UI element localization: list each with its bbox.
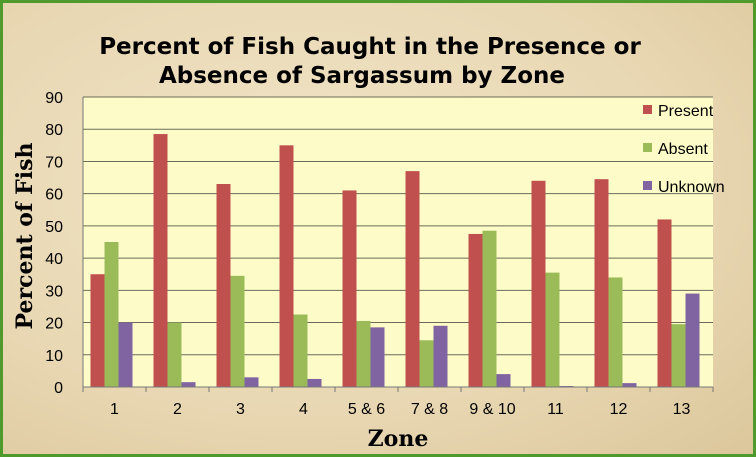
bar-unknown [181, 382, 196, 387]
x-tick-label: 4 [299, 401, 308, 418]
y-tick-label: 70 [45, 154, 63, 171]
bar-present [657, 219, 672, 387]
bar-unknown [307, 378, 322, 387]
bar-present [279, 145, 294, 387]
y-tick-label: 40 [45, 251, 63, 268]
x-tick-label: 1 [110, 401, 119, 418]
bar-unknown [433, 325, 448, 387]
bar-present [531, 180, 546, 387]
x-tick-label: 5 & 6 [348, 401, 385, 418]
y-axis-label: Percent of Fish [12, 143, 38, 330]
y-tick-label: 90 [45, 90, 63, 107]
bar-present [153, 134, 168, 387]
bar-absent [167, 322, 182, 387]
y-tick-label: 30 [45, 283, 63, 300]
bar-present [342, 190, 357, 387]
chart-title-line1: Percent of Fish Caught in the Presence o… [99, 34, 641, 60]
bar-unknown [685, 293, 700, 387]
y-tick-label: 10 [45, 348, 63, 365]
legend-swatch-present [643, 105, 652, 114]
y-tick-label: 20 [45, 316, 63, 333]
legend-swatch-absent [643, 143, 652, 152]
bar-present [594, 179, 609, 387]
bar-absent [230, 275, 245, 387]
bar-absent [545, 272, 560, 387]
bar-absent [608, 277, 623, 387]
y-tick-label: 50 [45, 219, 63, 236]
bar-absent [104, 242, 119, 387]
bar-present [468, 233, 483, 387]
bar-unknown [118, 322, 133, 387]
bar-absent [293, 314, 308, 387]
bar-present [405, 171, 420, 387]
x-tick-label: 2 [173, 401, 182, 418]
legend-label-absent: Absent [658, 141, 708, 158]
chart-title-line2: Absence of Sargassum by Zone [159, 63, 565, 89]
bar-absent [671, 324, 686, 387]
bar-present [90, 274, 105, 387]
bar-unknown [244, 377, 259, 387]
y-tick-label: 80 [45, 122, 63, 139]
bar-absent [419, 340, 434, 387]
x-tick-label: 12 [610, 401, 628, 418]
legend-label-unknown: Unknown [658, 179, 725, 196]
bar-absent [482, 230, 497, 387]
x-tick-label: 13 [673, 401, 691, 418]
bar-present [216, 184, 231, 387]
x-tick-label: 7 & 8 [411, 401, 448, 418]
x-axis-label: Zone [368, 426, 429, 452]
bar-unknown [496, 374, 511, 387]
x-tick-label: 3 [236, 401, 245, 418]
bar-unknown [370, 327, 385, 387]
x-tick-label: 9 & 10 [469, 401, 515, 418]
legend-swatch-unknown [643, 181, 652, 190]
y-tick-label: 60 [45, 187, 63, 204]
legend-label-present: Present [658, 103, 714, 120]
x-tick-label: 11 [547, 401, 564, 418]
bar-unknown [622, 383, 637, 387]
y-tick-label: 0 [54, 380, 63, 397]
bar-absent [356, 320, 371, 387]
